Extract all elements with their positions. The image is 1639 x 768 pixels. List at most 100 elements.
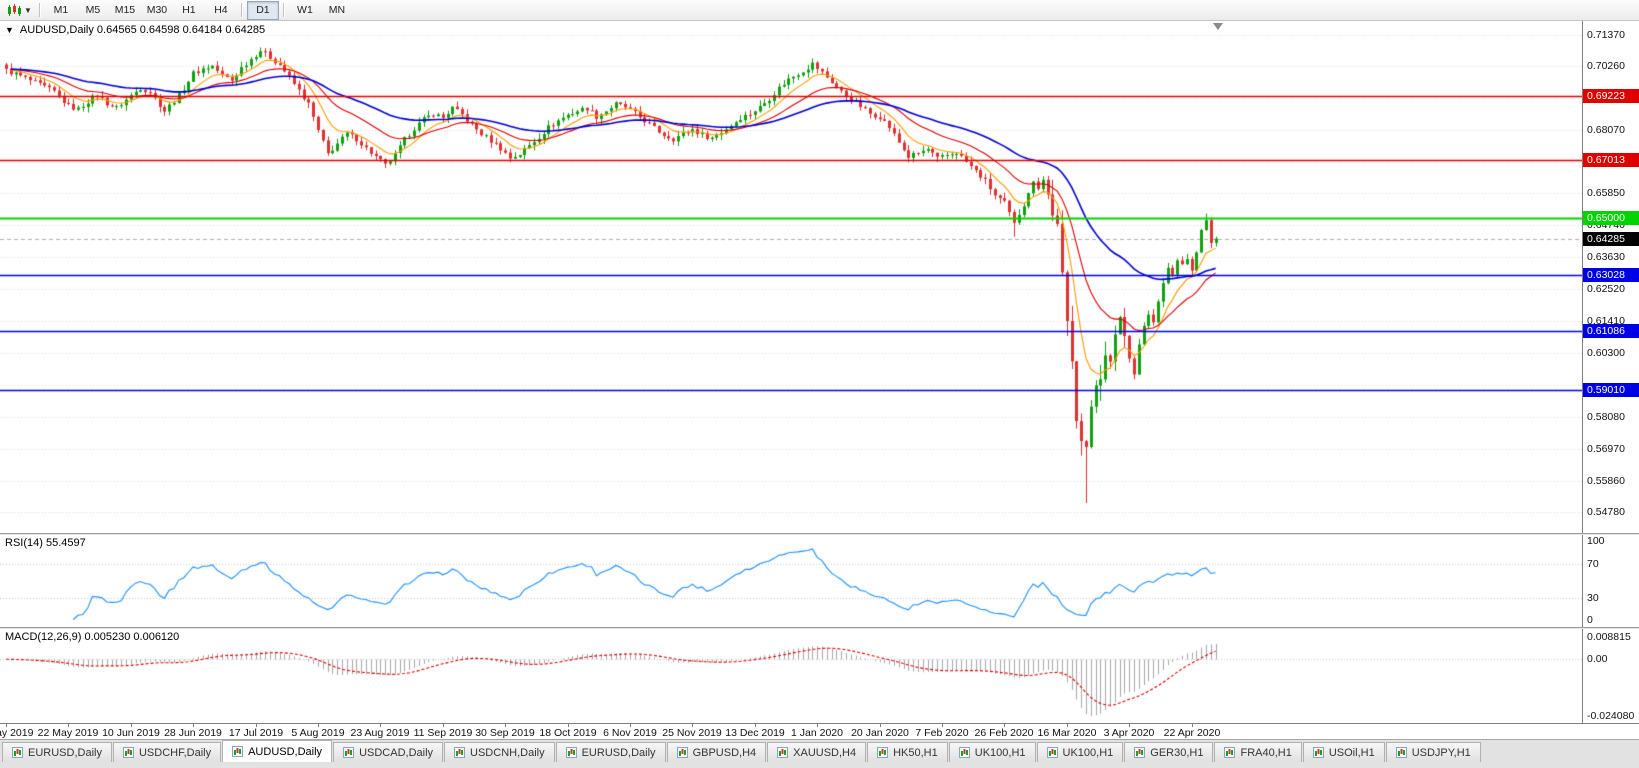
chart-tab-icon [676, 747, 688, 758]
chart-tab-usoil-h1[interactable]: USOil,H1 [1302, 742, 1385, 762]
chart-tab-uk100-h1[interactable]: UK100,H1 [948, 742, 1036, 762]
chart-tab-label: HK50,H1 [893, 746, 938, 759]
price-axis-label: 0.54780 [1587, 506, 1625, 519]
chart-tab-label: USOil,H1 [1328, 746, 1375, 759]
date-axis-label: 11 Sep 2019 [413, 727, 473, 739]
rsi-chart-canvas[interactable] [0, 535, 1582, 627]
rsi-axis-label: 70 [1587, 558, 1599, 571]
price-axis-label: 0.63630 [1587, 251, 1625, 264]
chart-tab-label: USDCNH,Daily [470, 746, 545, 759]
date-axis-tick [318, 724, 319, 727]
date-axis-label: 17 Jul 2019 [228, 727, 284, 739]
rsi-axis-label: 100 [1587, 535, 1605, 547]
date-axis-label: 28 Jun 2019 [164, 727, 222, 739]
toolbar-separator [38, 3, 41, 17]
price-axis-label: 0.60300 [1587, 347, 1625, 360]
date-axis-tick [505, 724, 506, 727]
date-axis-label: 7 Feb 2020 [915, 727, 969, 739]
chart-tab-label: EURUSD,Daily [28, 746, 102, 759]
chart-tab-label: GBPUSD,H4 [692, 746, 757, 759]
timeframe-button-m1[interactable]: M1 [53, 4, 69, 16]
macd-axis-label: 0.008815 [1587, 631, 1631, 644]
date-axis-tick [193, 724, 194, 727]
rsi-axis-label: 0 [1587, 614, 1593, 626]
date-axis-tick [68, 724, 69, 727]
chart-tab-icon [1046, 747, 1058, 758]
chart-tab-eurusd-daily[interactable]: EURUSD,Daily [555, 742, 666, 762]
chart-window: ▼ AUDUSD,Daily 0.64565 0.64598 0.64184 0… [0, 21, 1639, 723]
chart-tab-label: UK100,H1 [1062, 746, 1114, 759]
timeframe-button-w1[interactable]: W1 [297, 4, 313, 16]
date-axis-label: 13 Dec 2019 [725, 727, 785, 739]
candlestick-chart-icon [8, 3, 21, 16]
chart-tab-uk100-h1[interactable]: UK100,H1 [1036, 742, 1124, 762]
date-axis-label: 16 Mar 2020 [1037, 727, 1097, 739]
chart-shift-marker[interactable] [1213, 23, 1223, 30]
rsi-label: RSI(14) 55.4597 [5, 537, 86, 549]
toolbar-separator [282, 3, 285, 17]
price-axis-label: 0.65850 [1587, 187, 1625, 200]
timeframe-button-m5[interactable]: M5 [85, 4, 101, 16]
chart-tab-fra40-h1[interactable]: FRA40,H1 [1214, 742, 1302, 762]
chart-tab-gbpusd-h4[interactable]: GBPUSD,H4 [666, 742, 767, 762]
macd-axis-label: -0.024080 [1587, 710, 1635, 722]
date-axis-tick [880, 724, 881, 727]
panel-resize-separator-2[interactable] [0, 627, 1639, 629]
chart-tab-label: GER30,H1 [1150, 746, 1204, 759]
date-axis-tick [817, 724, 818, 727]
price-panel: ▼ AUDUSD,Daily 0.64565 0.64598 0.64184 0… [0, 21, 1639, 533]
level-price-badge: 0.59010 [1583, 383, 1639, 398]
price-axis-label: 0.70260 [1587, 60, 1625, 73]
price-chart-canvas[interactable] [0, 21, 1582, 533]
chart-tab-label: USDJPY,H1 [1411, 746, 1471, 759]
chart-tab-icon [12, 747, 23, 758]
date-axis-tick [568, 724, 569, 727]
chart-tab-usdcnh-daily[interactable]: USDCNH,Daily [444, 742, 555, 762]
chart-tab-icon [565, 747, 577, 758]
date-axis-tick [1129, 724, 1130, 727]
chart-tab-usdjpy-h1[interactable]: USDJPY,H1 [1385, 742, 1481, 762]
chart-type-icon[interactable]: ▼ [4, 3, 35, 18]
date-axis-tick [6, 724, 7, 727]
timeframe-button-h1[interactable]: H1 [182, 4, 196, 16]
macd-chart-canvas[interactable] [0, 629, 1582, 723]
date-axis-tick [131, 724, 132, 727]
date-axis-tick [1192, 724, 1193, 727]
macd-axis: 0.008815 0.00 -0.024080 [1582, 629, 1639, 723]
timeframe-button-m15[interactable]: M15 [114, 4, 136, 16]
chart-title: ▼ AUDUSD,Daily 0.64565 0.64598 0.64184 0… [5, 24, 265, 36]
macd-label: MACD(12,26,9) 0.005230 0.006120 [5, 631, 180, 643]
chart-tab-icon [1395, 747, 1407, 758]
chart-tab-icon [454, 747, 466, 758]
price-axis-label: 0.58080 [1587, 411, 1625, 424]
timeframe-buttons: M1 M5 M15 M30 H1 H4 D1 W1 MN [45, 0, 353, 20]
date-axis-tick [630, 724, 631, 727]
date-axis-tick [380, 724, 381, 727]
chart-tab-eurusd-daily[interactable]: EURUSD,Daily [2, 742, 112, 762]
panel-resize-separator[interactable] [0, 533, 1639, 535]
chart-tab-label: USDCAD,Daily [359, 746, 434, 759]
chart-tab-hk50-h1[interactable]: HK50,H1 [867, 742, 948, 762]
one-click-trading-icon[interactable]: ▼ [5, 25, 14, 35]
chart-tab-label: USDCHF,Daily [138, 746, 212, 759]
date-axis-tick [942, 724, 943, 727]
rsi-panel: RSI(14) 55.4597 100 70 30 0 [0, 535, 1639, 627]
chart-tab-ger30-h1[interactable]: GER30,H1 [1124, 742, 1214, 762]
price-axis-label: 0.56970 [1587, 443, 1625, 456]
price-axis-label: 0.55860 [1587, 475, 1625, 488]
date-axis-label: 25 Nov 2019 [662, 727, 722, 739]
timeframe-button-d1[interactable]: D1 [246, 0, 279, 20]
rsi-axis-label: 30 [1587, 591, 1599, 604]
chart-tab-usdcad-daily[interactable]: USDCAD,Daily [333, 742, 444, 762]
chart-tab-xauusd-h4[interactable]: XAUUSD,H4 [767, 742, 867, 762]
statusbar-filler [0, 762, 1639, 768]
date-axis-label: 26 Feb 2020 [974, 727, 1034, 739]
timeframe-button-m30[interactable]: M30 [146, 4, 168, 16]
timeframe-button-mn[interactable]: MN [328, 4, 346, 16]
toolbar-separator [240, 3, 243, 17]
chart-title-text: AUDUSD,Daily 0.64565 0.64598 0.64184 0.6… [19, 24, 266, 36]
chart-tab-usdchf-daily[interactable]: USDCHF,Daily [112, 742, 222, 762]
chart-tab-audusd-daily[interactable]: AUDUSD,Daily [222, 740, 333, 762]
timeframe-button-h4[interactable]: H4 [214, 4, 228, 16]
